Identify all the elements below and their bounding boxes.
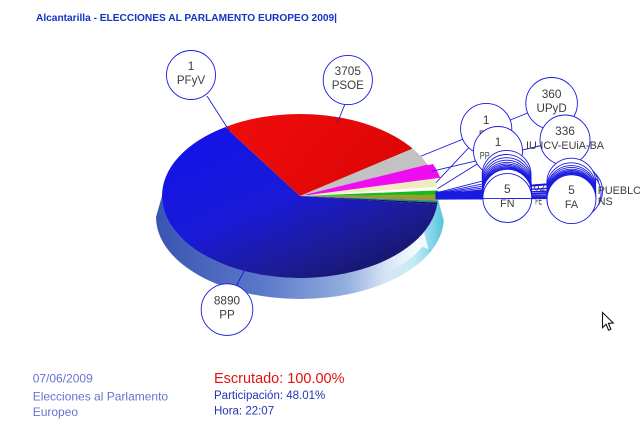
svg-text:Participación: 48.01%: Participación: 48.01% <box>214 390 325 402</box>
svg-text:02: 02 <box>534 182 545 193</box>
svg-text:Alcantarilla - ELECCIONES AL P: Alcantarilla - ELECCIONES AL PARLAMENTO … <box>36 13 337 24</box>
svg-text:Hora: 22:07: Hora: 22:07 <box>214 406 274 418</box>
svg-text:360: 360 <box>542 87 562 101</box>
svg-text:FA: FA <box>565 199 579 211</box>
svg-text:PSOE: PSOE <box>332 79 364 92</box>
svg-text:PP: PP <box>480 151 490 162</box>
svg-text:Europeo: Europeo <box>33 405 79 419</box>
svg-text:1: 1 <box>483 113 490 127</box>
svg-text:1: 1 <box>495 135 502 149</box>
svg-text:1: 1 <box>188 59 195 73</box>
svg-text:PUEBLO: PUEBLO <box>598 185 640 197</box>
svg-text:336: 336 <box>555 124 575 138</box>
svg-text:Elecciones al Parlamento: Elecciones al Parlamento <box>33 390 169 404</box>
svg-text:3705: 3705 <box>335 64 362 78</box>
svg-text:8890: 8890 <box>214 293 241 307</box>
svg-text:FN: FN <box>500 198 514 210</box>
svg-text:Escrutado: 100.00%: Escrutado: 100.00% <box>214 370 345 387</box>
svg-text:5: 5 <box>568 183 575 197</box>
svg-text:07/06/2009: 07/06/2009 <box>33 372 93 386</box>
svg-text:NS: NS <box>598 196 613 208</box>
svg-text:PP: PP <box>219 309 235 322</box>
svg-text:UPyD: UPyD <box>536 102 566 115</box>
svg-text:IU-ICV-EUiA-BA: IU-ICV-EUiA-BA <box>526 140 605 152</box>
svg-text:PFyV: PFyV <box>177 74 206 87</box>
svg-text:FE: FE <box>535 195 542 207</box>
svg-text:5: 5 <box>504 182 511 196</box>
